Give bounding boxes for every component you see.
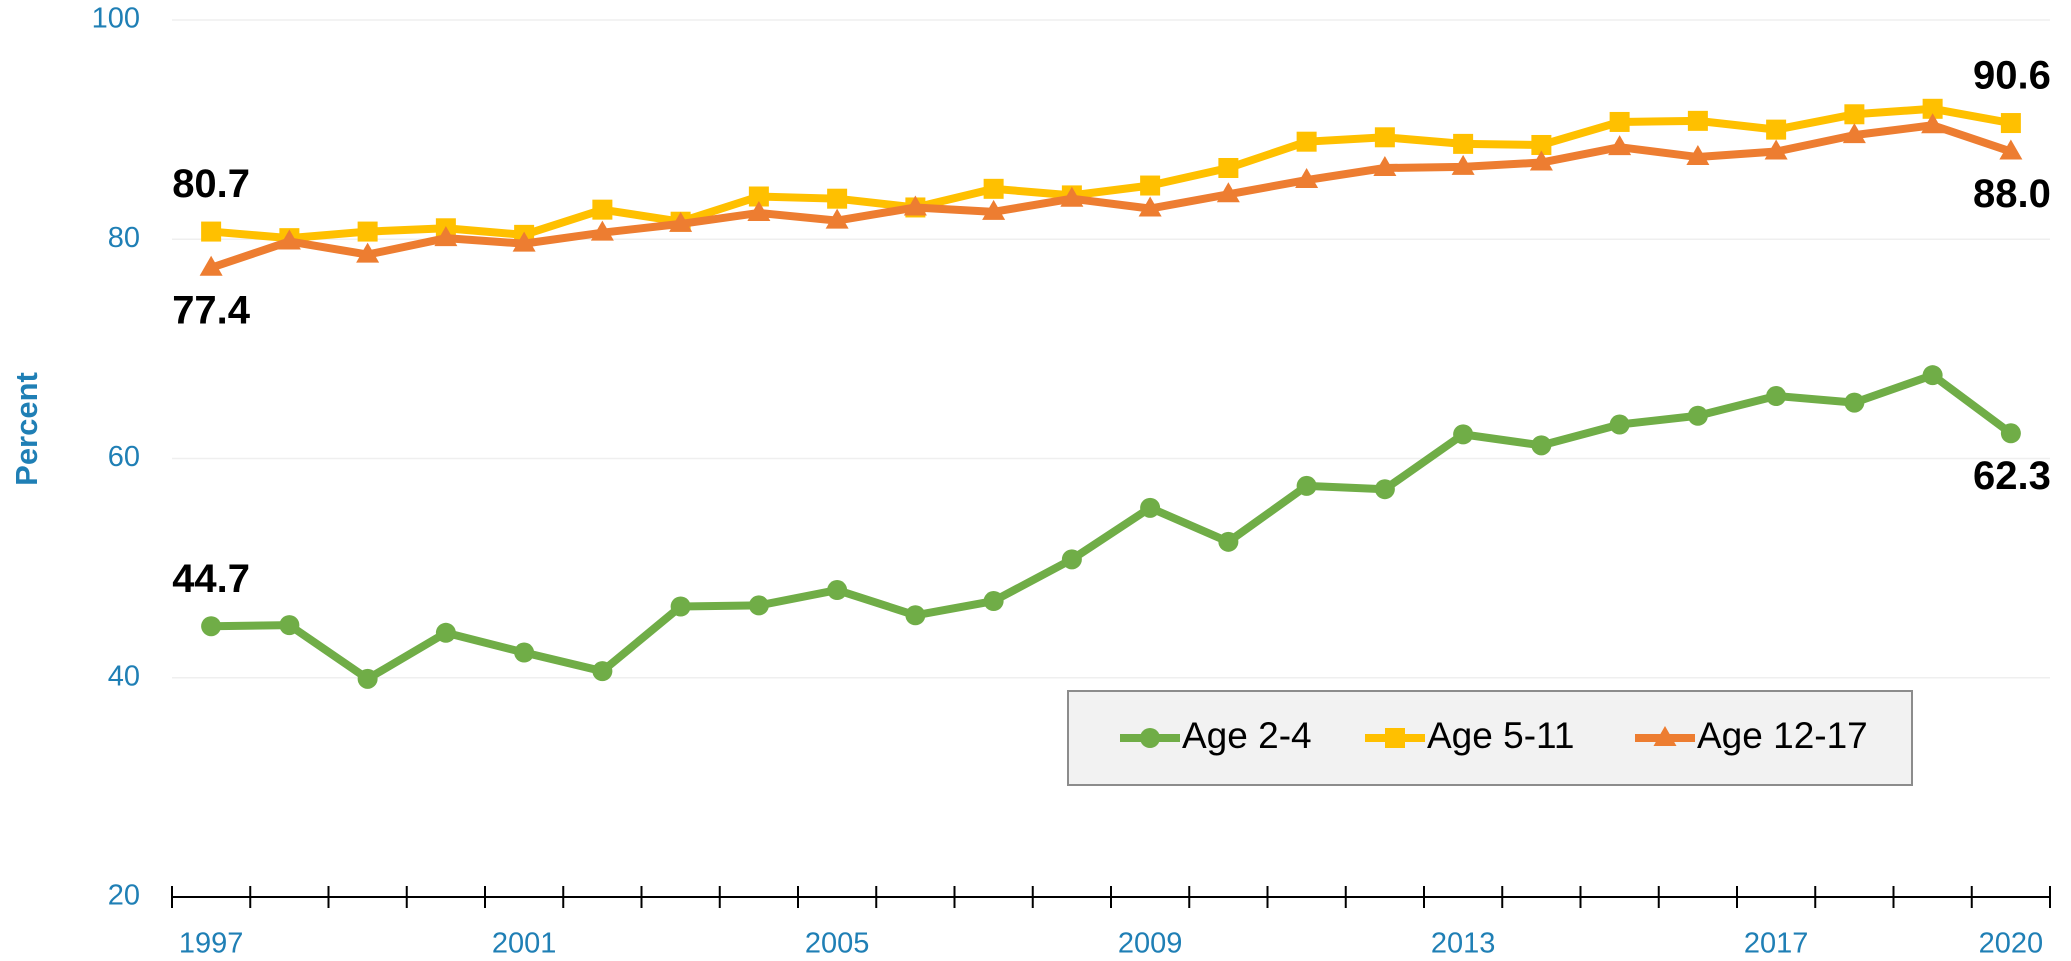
x-tick-label: 2020 [1979, 928, 2044, 960]
marker [1060, 186, 1084, 207]
marker [1531, 435, 1552, 456]
y-tick-label: 60 [108, 441, 140, 473]
legend-label: Age 12-17 [1697, 715, 1868, 756]
marker [357, 221, 378, 242]
marker [1453, 424, 1474, 445]
marker [514, 642, 535, 663]
marker [825, 208, 849, 229]
marker [1529, 150, 1553, 171]
marker [982, 199, 1006, 220]
marker [1374, 479, 1395, 500]
marker [1295, 168, 1319, 189]
marker [1922, 365, 1943, 386]
marker [1296, 131, 1317, 152]
y-tick-label: 40 [108, 660, 140, 692]
marker [747, 200, 771, 221]
marker [1686, 145, 1710, 166]
marker [435, 622, 456, 643]
marker [983, 591, 1004, 612]
marker [1373, 155, 1397, 176]
data-label: 62.3 [1973, 454, 2051, 498]
marker [748, 186, 769, 207]
marker [279, 615, 300, 636]
marker [277, 229, 301, 250]
marker [1922, 98, 1943, 119]
marker [669, 211, 693, 232]
marker [592, 661, 613, 682]
marker [1608, 135, 1632, 156]
marker [199, 255, 223, 276]
marker [1531, 134, 1552, 155]
data-label: 77.4 [172, 288, 251, 332]
marker [1842, 123, 1866, 144]
x-tick-label: 2001 [492, 928, 557, 960]
marker [1844, 392, 1865, 413]
y-tick-label: 100 [92, 3, 140, 35]
marker [512, 231, 536, 252]
data-label: 88.0 [1973, 172, 2051, 216]
y-tick-label: 80 [108, 222, 140, 254]
marker [1374, 127, 1395, 148]
marker [905, 605, 926, 626]
marker [1609, 414, 1630, 435]
x-tick-label: 2005 [805, 928, 870, 960]
marker [670, 596, 691, 617]
x-tick-label: 1997 [179, 928, 244, 960]
legend-box [1067, 690, 1913, 786]
marker [983, 178, 1004, 199]
series-line [210, 104, 2012, 243]
marker [590, 220, 614, 241]
marker [1687, 405, 1708, 426]
legend: Age 2-4 Age 5-11 Age 12-17 [1067, 690, 1913, 786]
legend-label: Age 5-11 [1427, 715, 1574, 756]
data-label: 44.7 [172, 557, 250, 601]
marker [1140, 497, 1161, 518]
marker [356, 242, 380, 263]
marker [1999, 139, 2023, 160]
x-tick-label: 2009 [1118, 928, 1183, 960]
marker [1687, 110, 1708, 131]
y-axis-label: Percent [9, 372, 44, 486]
marker [827, 188, 848, 209]
y-tick-label: 20 [108, 880, 140, 912]
marker [1653, 726, 1677, 746]
marker [434, 226, 458, 247]
marker [1218, 531, 1239, 552]
marker [1138, 196, 1162, 217]
marker [201, 221, 222, 242]
marker [2000, 423, 2021, 444]
marker [1451, 154, 1475, 175]
marker [748, 595, 769, 616]
marker [1296, 475, 1317, 496]
marker [1764, 139, 1788, 160]
marker [1609, 111, 1630, 132]
marker [1061, 549, 1082, 570]
marker [903, 195, 927, 216]
x-tick-label: 2013 [1431, 928, 1496, 960]
series-line [211, 371, 2014, 683]
marker [592, 199, 613, 220]
marker [1453, 133, 1474, 154]
marker [1140, 728, 1160, 748]
marker [201, 616, 222, 637]
marker [1216, 182, 1240, 203]
marker [1218, 157, 1239, 178]
data-label: 90.6 [1973, 54, 2051, 98]
marker [1140, 175, 1161, 196]
legend-label: Age 2-4 [1182, 715, 1312, 756]
marker [357, 668, 378, 689]
x-tick-label: 2017 [1744, 928, 1809, 960]
marker [2000, 113, 2021, 134]
marker [827, 580, 848, 601]
series-line [209, 121, 2013, 272]
marker [1385, 728, 1405, 748]
marker [1921, 113, 1945, 134]
marker [1766, 119, 1787, 140]
marker [1766, 386, 1787, 407]
marker [1844, 104, 1865, 125]
data-label: 80.7 [172, 162, 250, 206]
